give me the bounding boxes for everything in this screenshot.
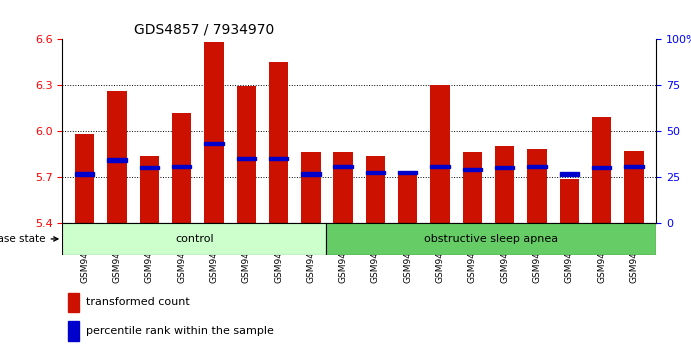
Bar [301, 172, 321, 176]
Bar [463, 153, 482, 223]
Bar [398, 172, 417, 223]
Bar [68, 321, 79, 341]
Bar [107, 91, 126, 223]
Bar [592, 166, 612, 170]
Bar [560, 178, 579, 223]
Bar [334, 153, 353, 223]
Bar [624, 151, 643, 223]
Bar [560, 172, 579, 176]
Bar [269, 62, 288, 223]
Bar [205, 142, 224, 145]
Bar [301, 153, 321, 223]
Bar [75, 134, 95, 223]
Bar [140, 166, 159, 170]
Bar [592, 117, 612, 223]
Bar [366, 171, 385, 174]
Bar [236, 157, 256, 160]
Bar [527, 165, 547, 168]
Text: obstructive sleep apnea: obstructive sleep apnea [424, 234, 558, 244]
Bar [398, 171, 417, 174]
Text: transformed count: transformed count [86, 297, 190, 307]
Bar [495, 166, 514, 170]
Text: percentile rank within the sample: percentile rank within the sample [86, 326, 274, 336]
Bar [366, 155, 385, 223]
Text: disease state: disease state [0, 234, 58, 244]
Bar [334, 165, 353, 168]
FancyBboxPatch shape [326, 223, 656, 255]
Bar [495, 146, 514, 223]
Text: GDS4857 / 7934970: GDS4857 / 7934970 [133, 22, 274, 36]
Bar [140, 155, 159, 223]
Bar [172, 113, 191, 223]
Bar [430, 85, 450, 223]
Text: control: control [175, 234, 214, 244]
Bar [75, 172, 95, 176]
Bar [269, 157, 288, 160]
FancyBboxPatch shape [62, 223, 326, 255]
Bar [205, 42, 224, 223]
Bar [172, 165, 191, 168]
Bar [463, 168, 482, 171]
Bar [430, 165, 450, 168]
Bar [236, 86, 256, 223]
Bar [68, 293, 79, 312]
Bar [107, 159, 126, 162]
Bar [624, 165, 643, 168]
Bar [527, 149, 547, 223]
